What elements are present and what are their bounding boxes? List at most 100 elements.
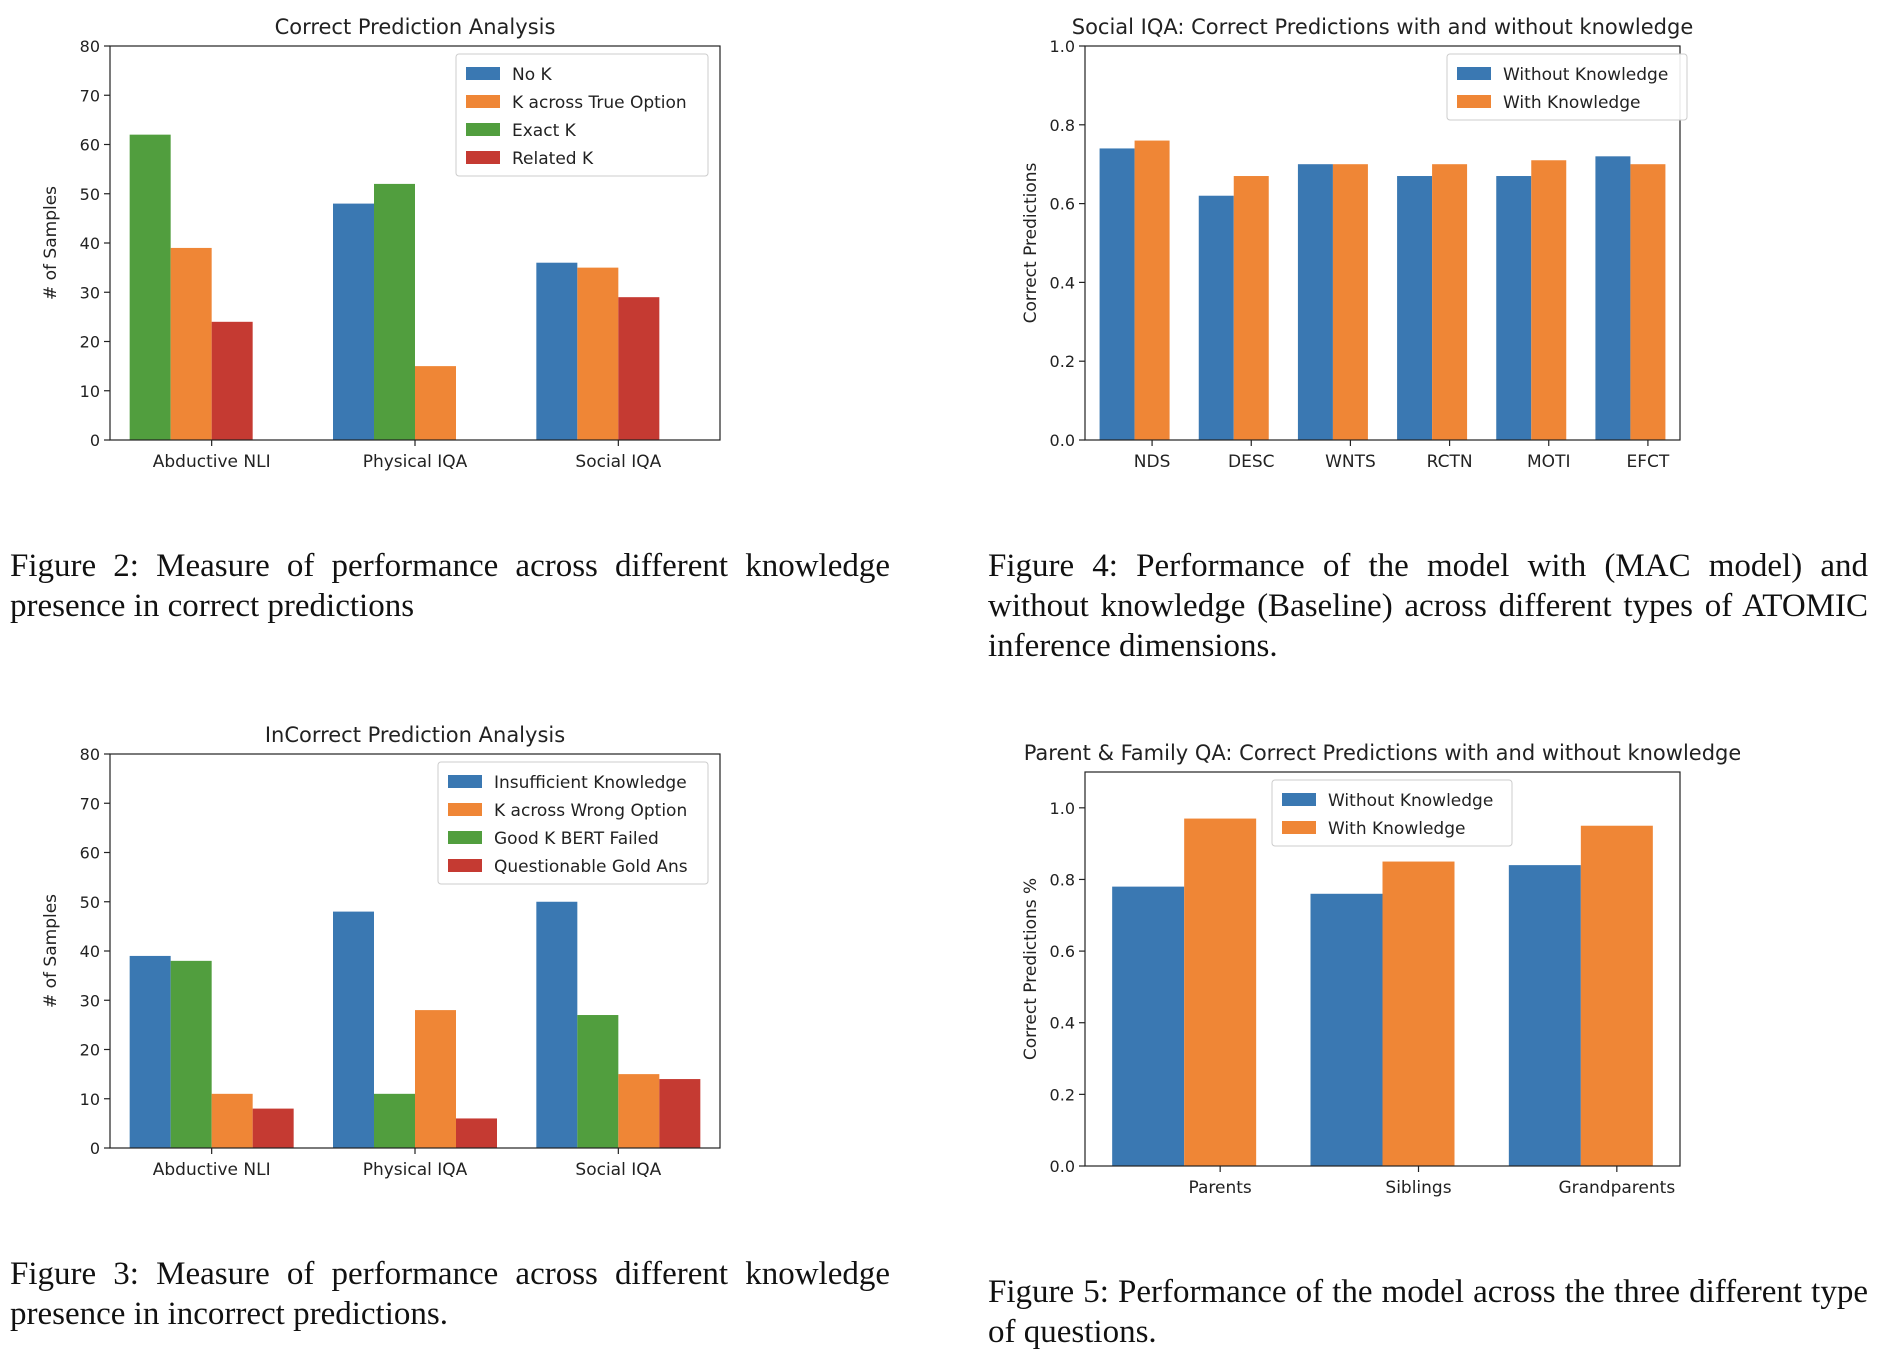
c1-legend-label-related-k: Related K	[512, 149, 594, 169]
c4-legend-box	[1271, 779, 1513, 847]
c3-ytick-label: 80	[80, 745, 100, 764]
c1-legend-label-no-k: No K	[512, 65, 553, 85]
c4-bar-without-knowledge-siblings	[1310, 893, 1383, 1166]
c4-bar-without-knowledge-parents	[1112, 886, 1185, 1166]
c1-bar-k-across-true-option-social-iqa	[577, 267, 619, 440]
c2-xtick-label: MOTI	[1527, 452, 1570, 472]
c2-ytick-label: 1.0	[1050, 37, 1075, 56]
c2-bar-without-knowledge-wnts	[1297, 164, 1333, 440]
c3-legend-label-good-k-bert-failed: Good K BERT Failed	[494, 829, 659, 849]
c3-title: InCorrect Prediction Analysis	[265, 723, 565, 747]
c3-legend-swatch-questionable-gold-ans	[448, 859, 482, 872]
c4-bar-without-knowledge-grandparents	[1508, 865, 1581, 1166]
c1-bar-related-k-abductive-nli	[211, 321, 253, 440]
c2-bar-without-knowledge-moti	[1496, 176, 1532, 440]
c1-ytick-label: 50	[80, 185, 100, 204]
c4-bar-with-knowledge-parents	[1184, 818, 1257, 1166]
c2-xtick-label: EFCT	[1627, 452, 1670, 472]
c3-xtick-label: Social IQA	[575, 1160, 661, 1180]
c3-bar-k-across-wrong-option-social-iqa	[618, 1074, 660, 1148]
c3-legend-swatch-k-across-wrong-option	[448, 803, 482, 816]
c1-bar-k-across-true-option-physical-iqa	[415, 366, 456, 440]
c4-ytick-label: 0.6	[1050, 942, 1075, 961]
c3-ytick-label: 70	[80, 794, 100, 813]
c3-ytick-label: 20	[80, 1041, 100, 1060]
c4-ytick-label: 0.8	[1050, 870, 1075, 889]
c1-bar-exact-k-abductive-nli	[129, 134, 171, 440]
c3-legend-swatch-insufficient-knowledge	[448, 775, 482, 788]
c3-xtick-label: Physical IQA	[363, 1160, 468, 1180]
c2-legend-label-without-knowledge: Without Knowledge	[1503, 65, 1668, 85]
c4-bar-with-knowledge-siblings	[1382, 861, 1455, 1166]
c3-bar-questionable-gold-ans-abductive-nli	[252, 1108, 294, 1148]
c2-bar-with-knowledge-nds	[1134, 140, 1170, 440]
c2-bar-without-knowledge-efct	[1595, 156, 1631, 440]
c3-xtick-label: Abductive NLI	[153, 1160, 271, 1180]
correct-prediction-svg: Correct Prediction Analysis # of Samples 0…	[41, 15, 721, 472]
c4-xtick-label: Grandparents	[1558, 1178, 1675, 1198]
c2-title: Social IQA: Correct Predictions with and…	[1072, 15, 1694, 39]
figure-2-caption: Figure 2: Measure of performance across …	[10, 548, 890, 624]
c2-bar-with-knowledge-desc	[1233, 176, 1269, 440]
c3-bar-k-across-wrong-option-abductive-nli	[211, 1093, 253, 1148]
c2-bar-with-knowledge-rctn	[1432, 164, 1468, 440]
c2-ylabel: Correct Predictions	[1021, 162, 1041, 323]
c2-bar-without-knowledge-desc	[1198, 195, 1234, 440]
c3-bar-insufficient-knowledge-physical-iqa	[333, 911, 374, 1148]
c2-xtick-label: RCTN	[1427, 452, 1473, 472]
c1-xtick-label: Abductive NLI	[153, 452, 271, 472]
c3-ytick-label: 60	[80, 844, 100, 863]
figure-4-caption: Figure 4: Performance of the model with …	[988, 548, 1868, 664]
c3-ytick-label: 30	[80, 991, 100, 1010]
c1-bar-no-k-social-iqa	[536, 262, 578, 440]
c4-ytick-label: 1.0	[1050, 799, 1075, 818]
c1-legend-swatch-exact-k	[466, 123, 500, 136]
c3-ylabel: # of Samples	[41, 894, 61, 1008]
c1-ytick-label: 10	[80, 382, 100, 401]
c4-ylabel: Correct Predictions %	[1021, 878, 1041, 1060]
c3-bar-questionable-gold-ans-physical-iqa	[456, 1118, 497, 1148]
c3-ytick-label: 40	[80, 942, 100, 961]
c2-ytick-label: 0.0	[1050, 431, 1075, 450]
c4-bar-with-knowledge-grandparents	[1580, 825, 1653, 1166]
social-iqa-chart: Social IQA: Correct Predictions with and…	[980, 0, 1740, 490]
c3-ytick-label: 10	[80, 1090, 100, 1109]
c3-bar-insufficient-knowledge-social-iqa	[536, 901, 578, 1148]
c2-bar-without-knowledge-nds	[1099, 148, 1135, 440]
c3-bar-good-k-bert-failed-social-iqa	[577, 1015, 619, 1148]
c3-legend-label-k-across-wrong-option: K across Wrong Option	[494, 801, 687, 821]
c4-ytick-label: 0.4	[1050, 1014, 1075, 1033]
c3-legend-box	[437, 761, 709, 885]
c2-ytick-label: 0.8	[1050, 116, 1075, 135]
c1-legend-box	[455, 53, 709, 177]
c2-legend-box	[1446, 53, 1688, 121]
c2-ytick-label: 0.2	[1050, 352, 1075, 371]
c1-legend-swatch-no-k	[466, 67, 500, 80]
c4-legend-swatch-without-knowledge	[1282, 793, 1316, 806]
c1-ytick-label: 20	[80, 333, 100, 352]
c1-legend-label-exact-k: Exact K	[512, 121, 577, 141]
c3-bar-k-across-wrong-option-physical-iqa	[415, 1010, 456, 1148]
c1-ylabel: # of Samples	[41, 186, 61, 300]
c1-bar-k-across-true-option-abductive-nli	[170, 247, 212, 440]
c4-ytick-label: 0.0	[1050, 1157, 1075, 1176]
c4-title: Parent & Family QA: Correct Predictions …	[1024, 741, 1740, 765]
c2-xtick-label: DESC	[1228, 452, 1275, 472]
c2-bar-with-knowledge-wnts	[1332, 164, 1368, 440]
c1-xtick-label: Social IQA	[575, 452, 661, 472]
c4-axes-frame	[1084, 771, 1681, 1167]
c2-bar-with-knowledge-moti	[1531, 160, 1567, 440]
c1-legend-swatch-related-k	[466, 151, 500, 164]
c2-axes-frame	[1084, 45, 1681, 441]
c2-bar-without-knowledge-rctn	[1397, 176, 1433, 440]
c4-ytick-label: 0.2	[1050, 1085, 1075, 1104]
c2-legend-swatch-with-knowledge	[1457, 95, 1491, 108]
c1-legend-label-k-across-true-option: K across True Option	[512, 93, 687, 113]
c1-ytick-label: 80	[80, 37, 100, 56]
figure-5-caption: Figure 5: Performance of the model acros…	[988, 1274, 1868, 1350]
c1-bar-no-k-physical-iqa	[333, 203, 374, 440]
c2-ytick-label: 0.4	[1050, 273, 1075, 292]
c1-ytick-label: 30	[80, 283, 100, 302]
c2-legend-label-with-knowledge: With Knowledge	[1503, 93, 1640, 113]
c4-legend-swatch-with-knowledge	[1282, 821, 1316, 834]
